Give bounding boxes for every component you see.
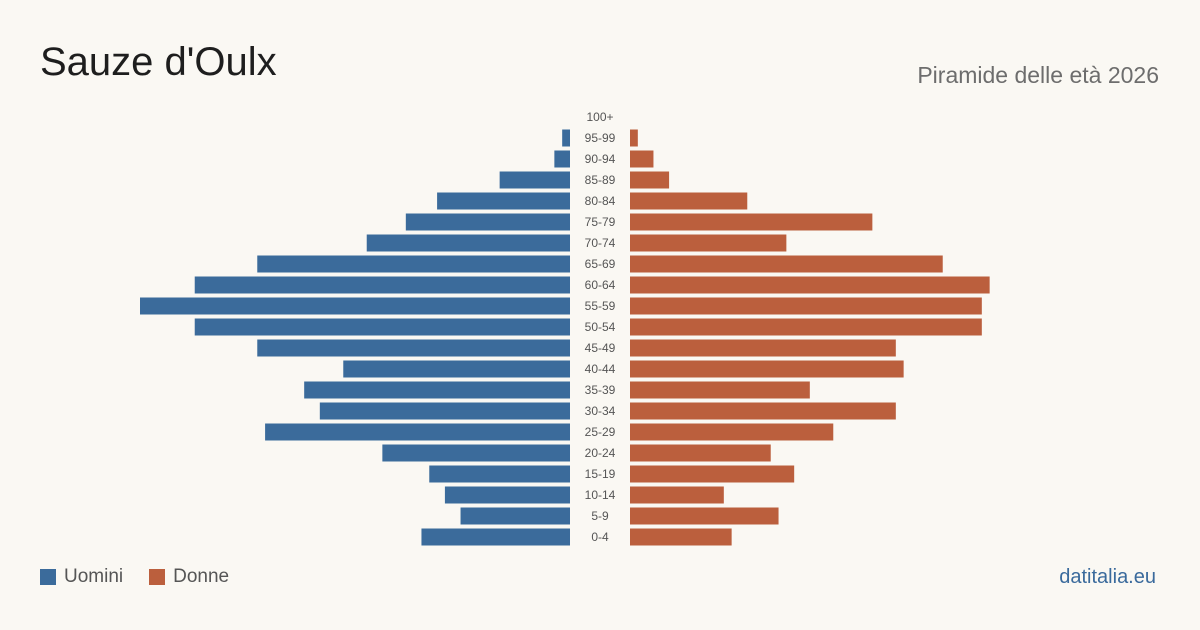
bar-men-45-49	[257, 339, 570, 357]
age-label-75-79: 75-79	[585, 215, 616, 229]
bar-men-55-59	[140, 297, 570, 315]
age-label-60-64: 60-64	[585, 278, 616, 292]
bar-men-75-79	[405, 213, 570, 231]
age-label-100plus: 100+	[586, 110, 613, 124]
chart-subtitle: Piramide delle età 2026	[917, 62, 1159, 88]
bar-men-5-9	[460, 507, 570, 525]
bar-women-90-94	[630, 150, 654, 168]
age-label-90-94: 90-94	[585, 152, 616, 166]
bar-women-40-44	[630, 360, 904, 378]
age-label-20-24: 20-24	[585, 446, 616, 460]
bar-women-15-19	[630, 465, 795, 483]
age-label-85-89: 85-89	[585, 173, 616, 187]
age-label-25-29: 25-29	[585, 425, 616, 439]
bar-women-10-14	[630, 486, 724, 504]
age-label-0-4: 0-4	[591, 530, 609, 544]
bar-women-70-74	[630, 234, 787, 252]
bar-men-60-64	[194, 276, 570, 294]
bar-women-35-39	[630, 381, 810, 399]
bar-women-55-59	[630, 297, 982, 315]
bar-women-85-89	[630, 171, 670, 189]
age-label-55-59: 55-59	[585, 299, 616, 313]
bar-men-0-4	[421, 528, 570, 546]
bar-women-50-54	[630, 318, 982, 336]
age-label-15-19: 15-19	[585, 467, 616, 481]
bar-men-25-29	[265, 423, 570, 441]
bar-men-50-54	[194, 318, 570, 336]
age-label-95-99: 95-99	[585, 131, 616, 145]
bar-men-10-14	[444, 486, 570, 504]
bar-men-70-74	[366, 234, 570, 252]
legend-swatch-men	[40, 569, 56, 585]
bar-women-60-64	[630, 276, 990, 294]
bar-men-65-69	[257, 255, 570, 273]
age-label-10-14: 10-14	[585, 488, 616, 502]
bar-women-95-99	[630, 129, 638, 147]
age-label-30-34: 30-34	[585, 404, 616, 418]
age-label-35-39: 35-39	[585, 383, 616, 397]
chart-legend: Uomini Donne	[40, 566, 229, 588]
legend-item-men[interactable]: Uomini	[40, 566, 123, 588]
age-label-50-54: 50-54	[585, 320, 616, 334]
bar-women-45-49	[630, 339, 896, 357]
bar-women-65-69	[630, 255, 943, 273]
age-label-80-84: 80-84	[585, 194, 616, 208]
page-title: Sauze d'Oulx	[40, 40, 277, 84]
bar-women-80-84	[630, 192, 748, 210]
bar-men-80-84	[437, 192, 570, 210]
bar-women-30-34	[630, 402, 896, 420]
bar-women-5-9	[630, 507, 779, 525]
bar-men-95-99	[562, 129, 570, 147]
age-label-45-49: 45-49	[585, 341, 616, 355]
bar-men-40-44	[343, 360, 570, 378]
bar-women-25-29	[630, 423, 834, 441]
bar-men-20-24	[382, 444, 570, 462]
bar-men-30-34	[319, 402, 570, 420]
bar-women-75-79	[630, 213, 873, 231]
bar-women-0-4	[630, 528, 732, 546]
bar-women-20-24	[630, 444, 771, 462]
bar-men-35-39	[304, 381, 570, 399]
age-label-65-69: 65-69	[585, 257, 616, 271]
bar-men-15-19	[429, 465, 570, 483]
brand-link[interactable]: datitalia.eu	[1059, 566, 1156, 588]
legend-label-men: Uomini	[64, 566, 124, 587]
legend-swatch-women	[149, 569, 166, 585]
age-label-40-44: 40-44	[585, 362, 616, 376]
legend-label-women: Donne	[173, 566, 230, 587]
bar-men-85-89	[499, 171, 570, 189]
bar-men-90-94	[554, 150, 570, 168]
age-label-70-74: 70-74	[585, 236, 616, 250]
age-label-5-9: 5-9	[591, 509, 609, 523]
legend-item-women[interactable]: Donne	[149, 566, 229, 588]
